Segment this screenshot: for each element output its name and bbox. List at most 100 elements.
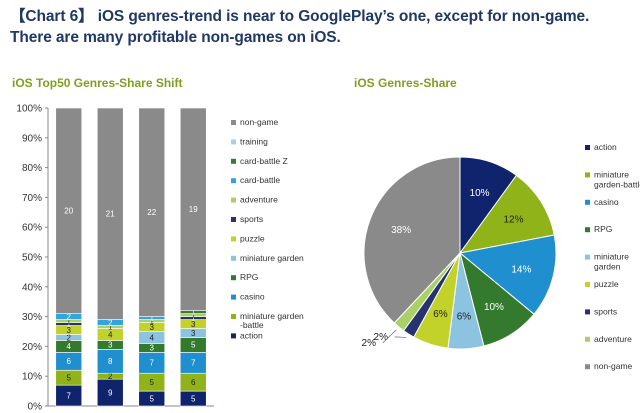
bar-data-label: 3 (67, 326, 72, 335)
bar-data-label: 4 (108, 330, 113, 339)
bar-legend-swatch (231, 294, 236, 300)
bar-segment-action (96, 378, 124, 407)
bar-legend-label: RPG (240, 272, 258, 282)
bar-legend-swatch (231, 139, 236, 145)
bar-legend-label: card-battle Z (240, 156, 288, 166)
bar-legend-label: adventure (240, 195, 278, 205)
bar-data-label: 2 (108, 318, 113, 327)
bar-legend-label: miniature garden (240, 253, 304, 263)
bar-legend-label: casino (240, 292, 265, 302)
bar-segment-non-game (179, 107, 207, 311)
pie-legend-swatch (585, 309, 590, 315)
bar-data-label: 4 (150, 333, 155, 342)
bar-legend-label: non-game (240, 117, 279, 127)
bar-data-label: 2 (67, 333, 72, 342)
bar-data-label: 8 (108, 357, 113, 366)
bar-legend-label: sports (240, 214, 263, 224)
pie-data-label: 10% (470, 188, 490, 199)
bar-data-label: 2 (67, 312, 72, 321)
pie-legend-swatch (585, 364, 590, 370)
bar-legend-label: miniature garden (240, 311, 304, 321)
pie-chart-title: iOS Genres-Share (354, 76, 457, 90)
bar-segment-non-game (55, 107, 83, 314)
pie-data-label: 10% (484, 302, 504, 313)
headline-prefix: 【Chart 6】 (10, 8, 94, 25)
bar-data-label: 1 (150, 318, 154, 325)
bar-data-label: 3 (191, 329, 196, 338)
pie-legend-label: non-game (594, 361, 633, 371)
pie-data-label: 12% (503, 215, 523, 226)
bar-data-label: 7 (67, 391, 72, 400)
bar-data-label: 2 (108, 372, 113, 381)
pie-legend-label: adventure (594, 334, 632, 344)
pie-legend-label: casino (594, 197, 619, 207)
pie-slice-non-game (363, 156, 461, 324)
pie-legend-label: action (594, 142, 617, 152)
bar-data-label: 3 (150, 344, 155, 353)
bar-data-label: 5 (150, 378, 155, 387)
pie-legend-swatch (585, 172, 590, 178)
bar-segment-non-game (96, 107, 124, 320)
bar-data-label: 6 (191, 378, 196, 387)
pie-data-label: 2% (374, 332, 389, 343)
y-tick-label: 0% (28, 402, 43, 413)
pie-data-label: 14% (511, 264, 531, 275)
bar-legend-swatch (231, 333, 236, 339)
bar-data-label: 22 (147, 208, 156, 217)
y-tick-label: 100% (16, 104, 42, 115)
pie-data-label: 6% (457, 312, 472, 323)
y-tick-label: 10% (22, 372, 42, 383)
bar-data-label: 4 (67, 342, 72, 351)
pie-legend-label: sports (594, 306, 617, 316)
bar-data-label: 5 (191, 394, 196, 403)
bar-data-label: 5 (150, 394, 155, 403)
bar-legend-swatch (231, 217, 236, 222)
bar-data-label: 1 (191, 315, 195, 322)
bar-legend-label: training (240, 136, 268, 146)
pie-leader-line (394, 336, 407, 338)
bar-data-label: 19 (189, 205, 198, 214)
bar-legend-swatch (231, 178, 236, 184)
pie-data-label: 6% (433, 309, 448, 320)
bar-legend-swatch (231, 197, 236, 203)
bar-data-label: 3 (191, 320, 196, 329)
pie-slice-casino (458, 234, 557, 315)
bar-legend-label: puzzle (240, 233, 265, 243)
bar-data-label: 1 (191, 312, 195, 319)
pie-slice-miniature-garden-battle (458, 174, 555, 254)
pie-legend-label: puzzle (594, 279, 619, 289)
pie-data-label: 2% (362, 338, 377, 349)
y-tick-label: 80% (22, 163, 42, 174)
bar-legend-swatch (231, 314, 236, 319)
pie-legend-swatch (585, 336, 590, 342)
pie-legend-swatch (585, 145, 590, 150)
bar-data-label: 21 (106, 210, 115, 219)
pie-leader-line (382, 329, 397, 344)
y-tick-label: 30% (22, 312, 42, 323)
bar-data-label: 9 (108, 388, 113, 397)
bar-legend-swatch (231, 255, 236, 261)
bar-data-label: 1 (67, 318, 71, 325)
bar-data-label: 3 (108, 341, 113, 350)
bar-legend-label: -battle (240, 320, 264, 330)
pie-data-label: 38% (391, 225, 411, 236)
bar-legend-label: card-battle (240, 175, 280, 185)
y-tick-label: 70% (22, 193, 42, 204)
bar-data-label: 1 (150, 315, 154, 322)
y-tick-label: 90% (22, 133, 42, 144)
pie-legend-swatch (585, 254, 590, 260)
bar-legend-swatch (231, 275, 236, 281)
bar-data-label: 5 (191, 341, 196, 350)
bar-chart-title: iOS Top50 Genres-Share Shift (12, 76, 183, 90)
pie-legend-label: garden-battle (594, 179, 640, 189)
pie-legend-label: miniature (594, 169, 629, 179)
bar-legend-swatch (231, 158, 236, 164)
y-tick-label: 20% (22, 342, 42, 353)
pie-legend-label: miniature (594, 252, 629, 262)
pie-legend-swatch (585, 227, 590, 233)
bar-data-label: 6 (67, 357, 72, 366)
bar-data-label: 1 (191, 309, 195, 316)
bar-segment-non-game (138, 107, 166, 317)
y-tick-label: 40% (22, 282, 42, 293)
